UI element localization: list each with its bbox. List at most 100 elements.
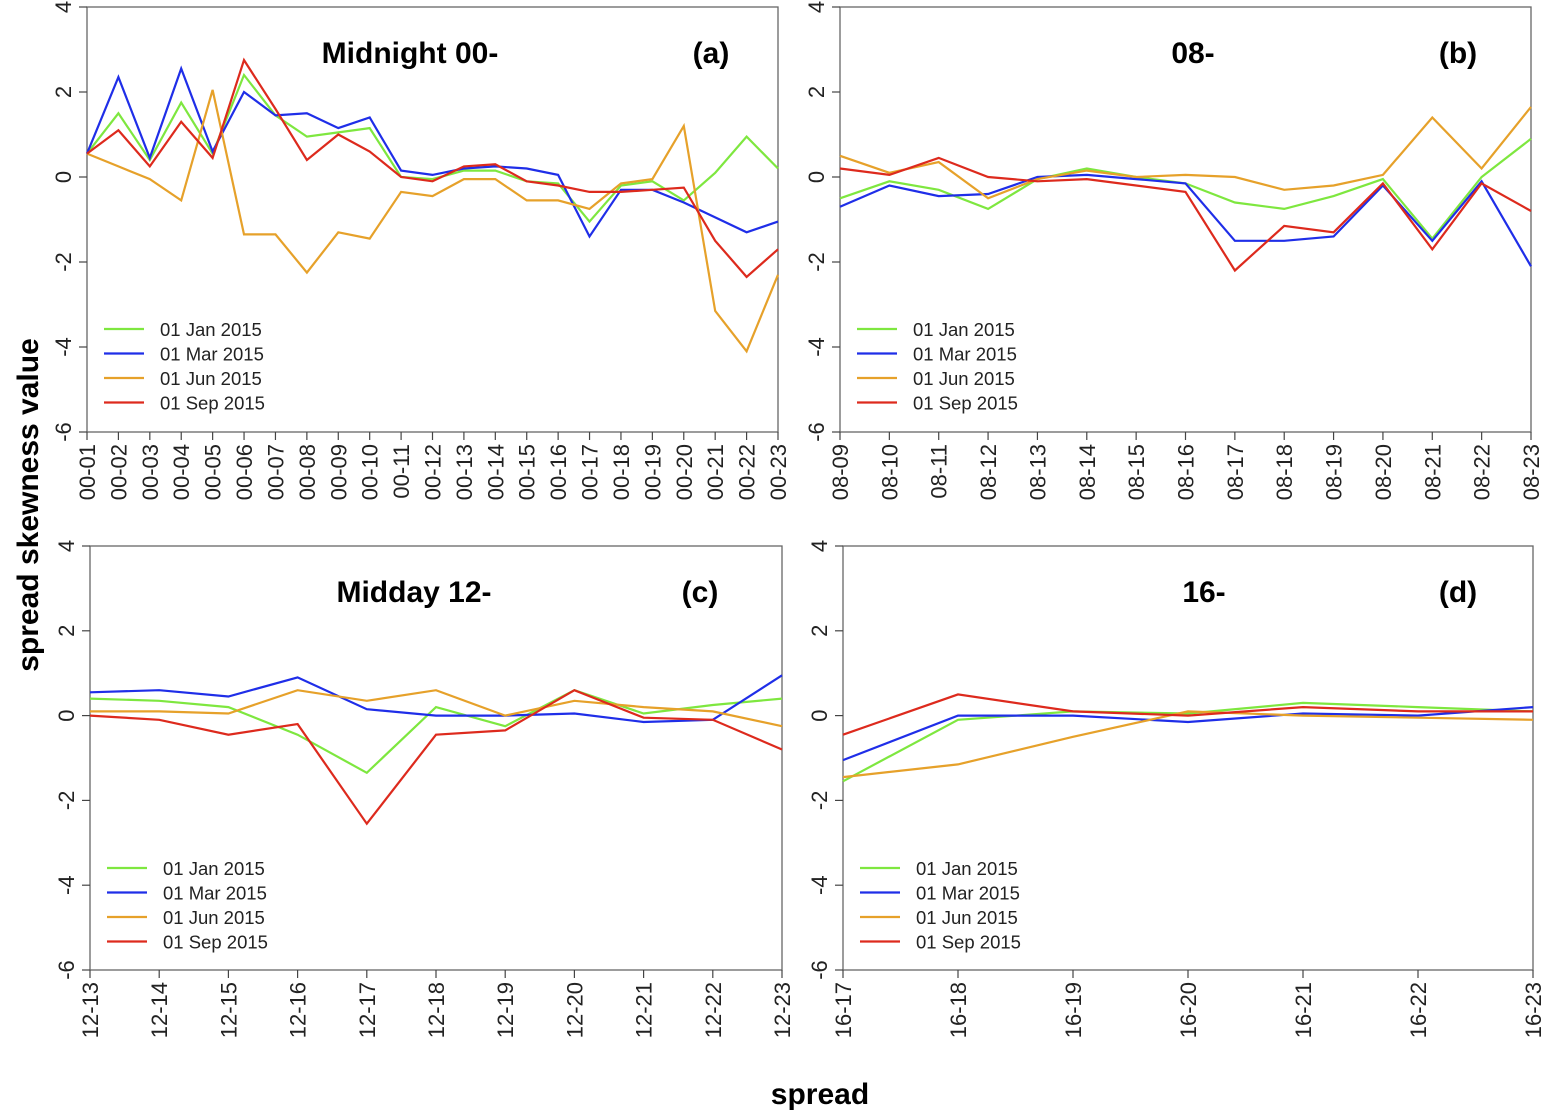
series-line-jun (842, 710, 1534, 779)
x-tick-label: 00-12 (421, 444, 446, 500)
x-tick-label: 12-17 (355, 982, 380, 1038)
legend-label: 01 Mar 2015 (163, 883, 267, 904)
x-tick-label: 00-01 (75, 444, 100, 500)
series-line-jun (839, 106, 1532, 200)
y-tick-label: 2 (804, 86, 829, 98)
x-tick-label: 16-21 (1291, 982, 1316, 1038)
x-tick-label: 08-16 (1174, 444, 1199, 500)
series-line-jan (839, 137, 1532, 241)
series-line-mar (85, 65, 779, 239)
x-tick-label: 08-19 (1322, 444, 1347, 500)
y-tick-label: 4 (807, 540, 832, 552)
x-tick-label: 00-07 (263, 444, 288, 500)
x-tick-label: 12-14 (147, 982, 172, 1038)
series-line-sep (86, 57, 779, 279)
y-tick-label: -2 (51, 252, 76, 272)
x-tick-label: 08-17 (1223, 444, 1248, 500)
series-line-sep (839, 156, 1532, 273)
y-tick-label: 4 (804, 1, 829, 13)
x-tick-label: 08-23 (1519, 444, 1544, 500)
y-tick-label: 0 (54, 709, 79, 721)
series-line-jun (86, 89, 780, 354)
y-tick-label: 0 (807, 709, 832, 721)
x-tick-label: 00-22 (735, 444, 760, 500)
x-tick-label: 00-08 (295, 444, 320, 500)
series-line-jan (842, 701, 1534, 783)
y-tick-label: 4 (51, 1, 76, 13)
y-tick-label: -6 (54, 960, 79, 980)
y-tick-label: -4 (807, 875, 832, 895)
legend-label: 01 Jan 2015 (913, 319, 1015, 340)
legend-label: 01 Mar 2015 (916, 883, 1020, 904)
series-line-sep (89, 688, 783, 826)
panel-label: (d) (1439, 576, 1477, 609)
x-tick-label: 08-21 (1420, 444, 1445, 500)
series-line-jun (90, 689, 783, 728)
y-tick-label: 2 (807, 625, 832, 637)
y-tick-label: 4 (54, 540, 79, 552)
series-line-jan (89, 689, 783, 775)
legend-label: 01 Jun 2015 (160, 368, 262, 389)
x-tick-label: 16-17 (831, 982, 856, 1038)
legend-label: 01 Sep 2015 (163, 932, 268, 953)
legend-label: 01 Sep 2015 (916, 932, 1021, 953)
x-tick-label: 08-12 (976, 444, 1001, 500)
y-tick-label: -6 (804, 422, 829, 442)
x-tick-label: 00-11 (389, 444, 414, 499)
legend-label: 01 Jan 2015 (163, 858, 265, 879)
legend-label: 01 Jun 2015 (163, 907, 265, 928)
x-tick-label: 12-22 (701, 982, 726, 1038)
x-tick-label: 12-16 (286, 982, 311, 1038)
x-tick-label: 12-20 (562, 982, 587, 1038)
x-tick-label: 12-15 (216, 982, 241, 1038)
y-tick-label: 2 (54, 625, 79, 637)
x-tick-label: 12-13 (78, 982, 103, 1038)
series-line-mar (89, 674, 783, 724)
legend-label: 01 Sep 2015 (160, 393, 265, 414)
legend-label: 01 Mar 2015 (913, 344, 1017, 365)
series-line-sep (842, 693, 1533, 736)
panel-label: (a) (693, 37, 730, 70)
x-tick-label: 00-05 (201, 444, 226, 500)
x-tick-label: 00-02 (106, 444, 131, 500)
x-tick-label: 12-19 (493, 982, 518, 1038)
chart-title: 16- (1182, 576, 1225, 609)
x-axis-title: spread (771, 1078, 869, 1111)
chart-panel-c: -6 -4 -2 0 2 4 12-13 12-14 12-15 12-16 12-17 12-18 1… (54, 540, 795, 1038)
legend: 01 Jan 2015 01 Mar 2015 01 Jun 2015 01 Sep … (107, 858, 268, 953)
chart-title: Midday 12- (336, 576, 491, 609)
y-tick-label: -2 (804, 252, 829, 272)
legend: 01 Jan 2015 01 Mar 2015 01 Jun 2015 01 Sep … (857, 319, 1018, 414)
x-tick-label: 00-03 (138, 444, 163, 500)
x-tick-label: 08-20 (1371, 444, 1396, 500)
x-tick-label: 08-10 (877, 444, 902, 500)
x-tick-label: 12-21 (632, 982, 657, 1038)
x-tick-label: 08-22 (1470, 444, 1495, 500)
y-tick-label: 2 (51, 86, 76, 98)
x-tick-label: 16-23 (1521, 982, 1546, 1038)
x-tick-label: 16-18 (946, 982, 971, 1038)
x-tick-label: 12-23 (770, 982, 795, 1038)
x-tick-label: 12-18 (424, 982, 449, 1038)
y-tick-label: -4 (54, 875, 79, 895)
x-tick-label: 00-13 (452, 444, 477, 500)
legend: 01 Jan 2015 01 Mar 2015 01 Jun 2015 01 Sep … (860, 858, 1021, 953)
legend: 01 Jan 2015 01 Mar 2015 01 Jun 2015 01 Sep … (104, 319, 265, 414)
legend-label: 01 Jun 2015 (913, 368, 1015, 389)
x-tick-label: 00-23 (766, 444, 791, 500)
x-tick-label: 00-04 (169, 444, 194, 500)
x-tick-label: 00-21 (703, 444, 728, 500)
x-tick-label: 08-14 (1075, 444, 1100, 500)
y-tick-label: 0 (804, 171, 829, 183)
chart-panel-d: -6 -4 -2 0 2 4 16-17 16-18 16-19 16-20 16-21 16-22 1… (807, 540, 1546, 1038)
legend-label: 01 Sep 2015 (913, 393, 1018, 414)
legend-label: 01 Mar 2015 (160, 344, 264, 365)
series-line-mar (842, 706, 1534, 762)
x-tick-label: 00-16 (546, 444, 571, 500)
x-tick-label: 16-20 (1176, 982, 1201, 1038)
y-tick-label: -4 (804, 337, 829, 357)
x-tick-label: 08-11 (927, 444, 952, 499)
x-tick-label: 08-15 (1124, 444, 1149, 500)
